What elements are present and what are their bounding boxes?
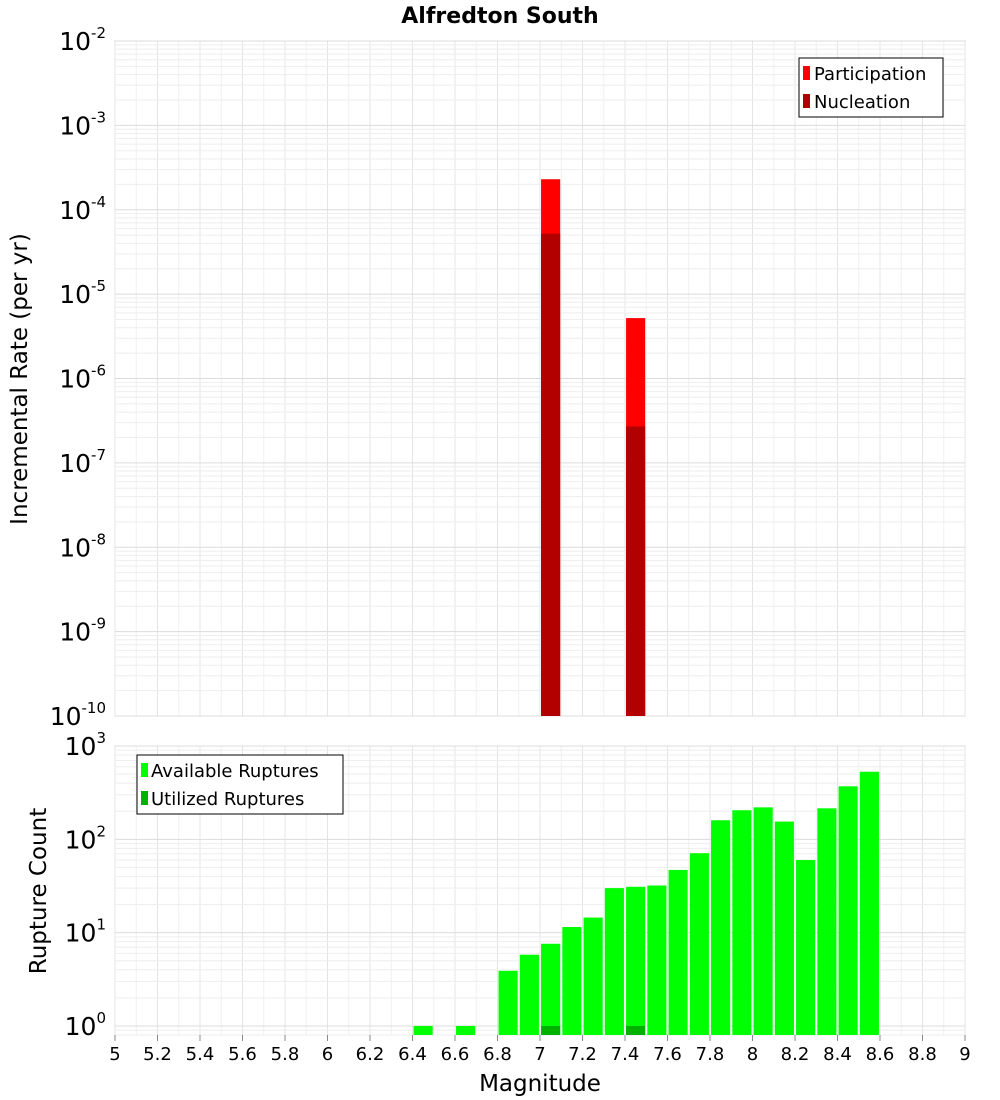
x-tick-label: 5.4 <box>186 1044 215 1065</box>
y-tick-label: 10-5 <box>59 277 106 309</box>
available-ruptures-bar <box>647 885 667 1035</box>
legend-box-top <box>798 57 944 118</box>
x-tick-label: 8.6 <box>866 1044 895 1065</box>
available-ruptures-bar <box>668 869 688 1035</box>
available-ruptures-bar <box>817 808 837 1035</box>
x-tick-label: 5 <box>109 1044 120 1065</box>
x-tick-label: 8.8 <box>908 1044 937 1065</box>
x-tick-label: 7.2 <box>568 1044 597 1065</box>
available-ruptures-bar <box>519 954 539 1035</box>
x-tick-label: 8 <box>747 1044 758 1065</box>
available-ruptures-bar <box>456 1025 476 1035</box>
available-ruptures-bar <box>711 820 731 1035</box>
legend-label-participation: Participation <box>814 64 926 85</box>
x-tick-label: 7 <box>534 1044 545 1065</box>
available-ruptures-bar <box>838 786 858 1035</box>
legend-label-utilized: Utilized Ruptures <box>151 789 304 810</box>
x-tick-label: 9 <box>959 1044 970 1065</box>
y-tick-label: 10-9 <box>59 615 106 647</box>
available-ruptures-bar <box>626 886 646 1035</box>
available-ruptures-bar <box>774 821 794 1035</box>
y-axis-label-top: Incremental Rate (per yr) <box>7 233 33 525</box>
bars-bottom <box>413 771 879 1035</box>
available-ruptures-bar <box>583 917 603 1035</box>
y-tick-label: 10-7 <box>59 446 106 478</box>
x-tick-label: 6.6 <box>441 1044 470 1065</box>
rupture-count-panel: 100 101 102 103 Rupture Count Available Rup… <box>26 729 966 1041</box>
x-tick-label: 8.2 <box>781 1044 810 1065</box>
available-ruptures-bar <box>413 1025 433 1035</box>
available-ruptures-bar <box>498 970 518 1035</box>
utilized-ruptures-bar <box>541 1025 561 1035</box>
legend-label-available: Available Ruptures <box>151 761 319 782</box>
x-tick-label: 8.4 <box>823 1044 852 1065</box>
available-ruptures-bar <box>604 888 624 1035</box>
y-axis-label-bottom: Rupture Count <box>26 808 52 974</box>
x-tick-label: 7.6 <box>653 1044 682 1065</box>
y-tick-label: 10-8 <box>59 530 106 562</box>
utilized-ruptures-bar <box>626 1025 646 1035</box>
legend-box-bottom <box>136 754 344 815</box>
x-tick-label: 7.4 <box>611 1044 640 1065</box>
nucleation-bar <box>541 233 561 716</box>
legend-swatch-available <box>141 763 148 777</box>
available-ruptures-bar <box>541 943 561 1035</box>
available-ruptures-bar <box>859 771 879 1035</box>
x-ticks: 5 5.2 5.4 5.6 5.8 6 6.2 6.4 6.6 6.8 7 7.2 7.4 7.6 7.8 8… <box>109 1035 971 1065</box>
y-tick-label: 100 <box>65 1009 106 1041</box>
x-tick-label: 5.8 <box>271 1044 300 1065</box>
y-ticks-bottom: 100 101 102 103 <box>65 729 106 1041</box>
x-tick-label: 6 <box>322 1044 333 1065</box>
available-ruptures-bar <box>753 807 773 1035</box>
legend-bottom: Available Ruptures Utilized Ruptures <box>136 754 344 815</box>
bars-top <box>541 179 646 716</box>
x-tick-label: 6.4 <box>398 1044 427 1065</box>
y-tick-label: 10-10 <box>50 699 106 731</box>
x-tick-label: 5.6 <box>228 1044 257 1065</box>
grid-top <box>114 40 966 717</box>
x-tick-label: 6.2 <box>356 1044 385 1065</box>
legend-swatch-utilized <box>141 791 148 805</box>
available-ruptures-bar <box>562 926 582 1035</box>
x-tick-label: 7.8 <box>696 1044 725 1065</box>
available-ruptures-bar <box>732 810 752 1035</box>
y-tick-label: 10-4 <box>59 193 106 225</box>
x-axis-label: Magnitude <box>479 1071 601 1097</box>
available-ruptures-bar <box>796 860 816 1035</box>
legend-label-nucleation: Nucleation <box>814 92 910 113</box>
y-tick-label: 10-2 <box>59 24 106 56</box>
y-tick-label: 103 <box>65 729 106 761</box>
x-tick-label: 6.8 <box>483 1044 512 1065</box>
nucleation-bar <box>626 426 646 716</box>
legend-swatch-nucleation <box>803 94 810 108</box>
available-ruptures-bar <box>689 853 709 1035</box>
legend-swatch-participation <box>803 66 810 80</box>
participation-nucleation-panel: 10-2 10-3 10-4 10-5 10-6 10-7 10-8 10-9 10-10 In… <box>7 24 966 731</box>
y-tick-label: 10-3 <box>59 108 106 140</box>
y-tick-label: 102 <box>65 822 106 854</box>
y-tick-label: 101 <box>65 916 106 948</box>
chart-title: Alfredton South <box>401 4 598 29</box>
y-tick-label: 10-6 <box>59 362 106 394</box>
x-tick-label: 5.2 <box>143 1044 172 1065</box>
y-ticks-top: 10-2 10-3 10-4 10-5 10-6 10-7 10-8 10-9 10-10 <box>50 24 106 731</box>
legend-top: Participation Nucleation <box>798 57 944 118</box>
